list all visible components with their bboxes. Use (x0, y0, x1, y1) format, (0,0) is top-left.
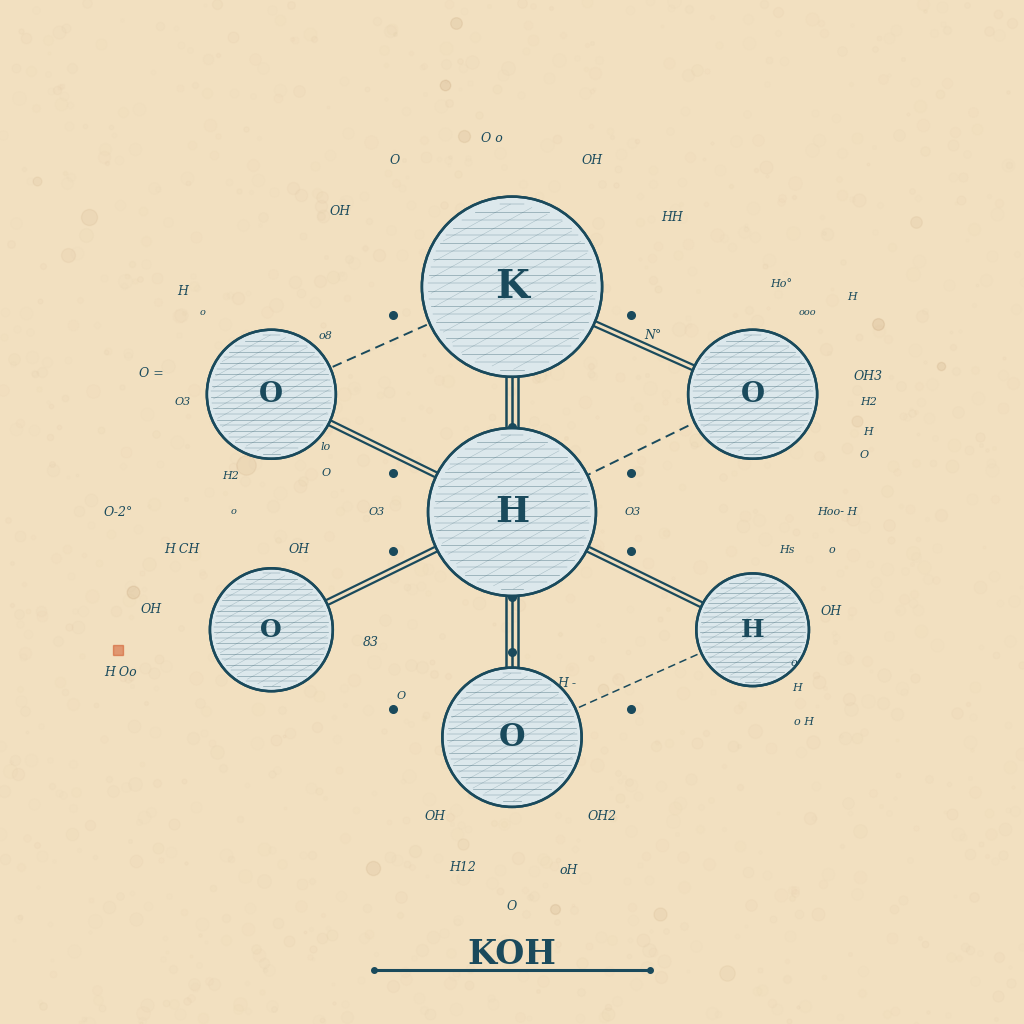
Text: H: H (863, 427, 873, 437)
Text: OH: OH (582, 155, 602, 167)
Text: H CH: H CH (165, 544, 200, 556)
Text: OH: OH (821, 605, 842, 617)
Text: O: O (740, 381, 765, 408)
Text: lo: lo (321, 442, 331, 453)
Text: O: O (322, 468, 330, 478)
Text: OH: OH (330, 206, 350, 218)
Text: O: O (507, 900, 517, 912)
Text: o8: o8 (318, 331, 333, 341)
Text: O o: O o (480, 132, 503, 144)
Text: OH: OH (141, 603, 162, 615)
Text: oH: oH (559, 864, 578, 877)
Text: H2: H2 (222, 471, 239, 481)
Text: O: O (860, 450, 868, 460)
Circle shape (422, 197, 602, 377)
Text: H: H (495, 495, 529, 529)
Text: Hoo- H: Hoo- H (817, 507, 858, 517)
Text: o: o (230, 508, 237, 516)
Text: HH: HH (660, 211, 683, 223)
Text: O-2°: O-2° (103, 506, 132, 518)
Text: ooo: ooo (798, 308, 816, 316)
Text: H12: H12 (450, 861, 476, 873)
Text: OH3: OH3 (854, 371, 883, 383)
Text: Ho°: Ho° (770, 279, 793, 289)
Text: KOH: KOH (468, 938, 556, 971)
Text: o: o (200, 308, 206, 316)
Text: o: o (828, 545, 835, 555)
Circle shape (207, 330, 336, 459)
Text: H: H (847, 292, 857, 302)
Text: OH: OH (289, 544, 309, 556)
Text: H Oo: H Oo (104, 667, 137, 679)
Text: O: O (397, 691, 406, 701)
Text: O: O (259, 381, 284, 408)
Text: o H: o H (794, 717, 814, 727)
Text: O: O (260, 617, 283, 642)
Text: O: O (389, 155, 399, 167)
Text: O: O (499, 722, 525, 753)
Text: N°: N° (645, 330, 662, 342)
Text: 83: 83 (362, 636, 379, 648)
Circle shape (688, 330, 817, 459)
Text: H -: H - (557, 677, 575, 689)
Text: K: K (495, 267, 529, 306)
Text: OH: OH (425, 810, 445, 822)
Text: H: H (177, 286, 187, 298)
Text: O3: O3 (174, 397, 190, 408)
Text: H: H (792, 683, 802, 693)
Text: Hs: Hs (778, 545, 795, 555)
Text: OH2: OH2 (588, 810, 616, 822)
Circle shape (210, 568, 333, 691)
Circle shape (696, 573, 809, 686)
Text: O =: O = (139, 368, 164, 380)
Circle shape (428, 428, 596, 596)
Text: o: o (791, 657, 797, 668)
Circle shape (442, 668, 582, 807)
Text: H2: H2 (860, 397, 877, 408)
Text: H: H (740, 617, 765, 642)
Text: O3: O3 (369, 507, 385, 517)
Text: O3: O3 (625, 507, 641, 517)
